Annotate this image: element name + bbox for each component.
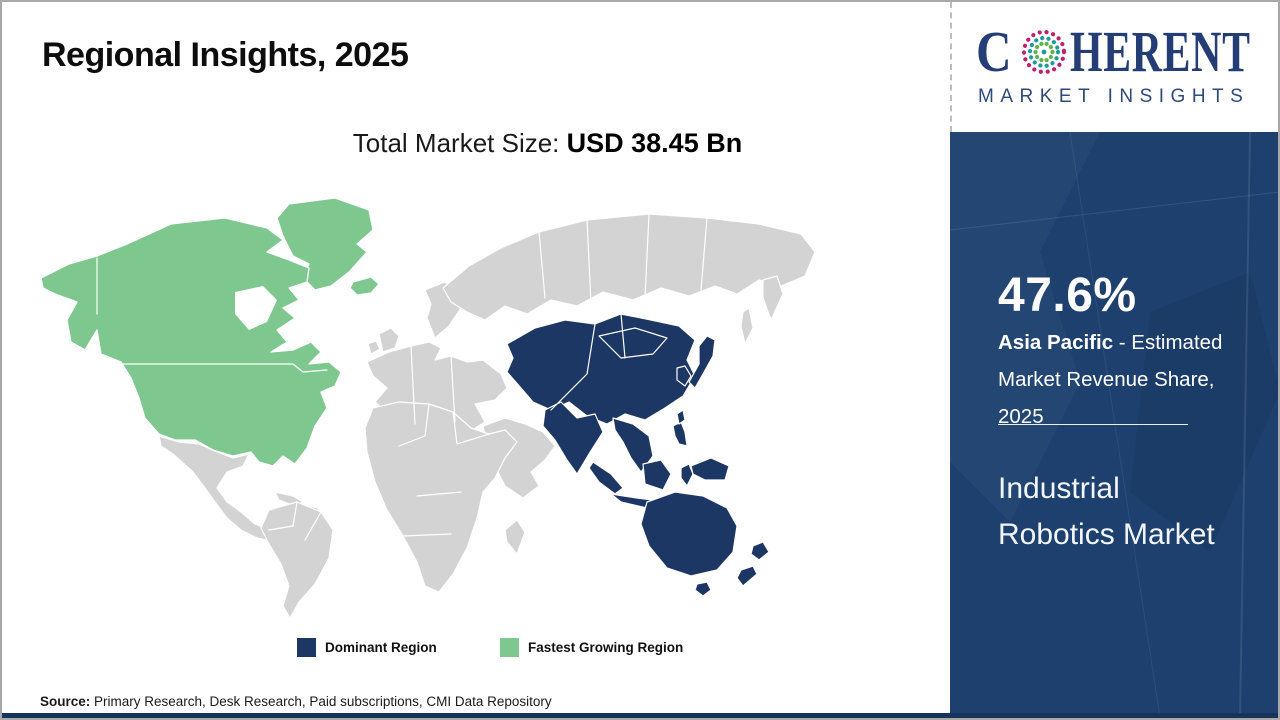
legend-item-dominant: Dominant Region [297, 638, 437, 657]
market-name: Industrial Robotics Market [998, 472, 1215, 551]
stats-sidebar: 47.6% Asia Pacific - Estimated Market Re… [950, 132, 1278, 717]
legend-label-dominant: Dominant Region [325, 640, 437, 655]
source-label: Source: [40, 694, 91, 709]
region-asia-pacific [506, 313, 770, 597]
total-market-size: Total Market Size: USD 38.45 Bn [2, 128, 948, 159]
brand-logo: C HERENT MARKET INSIGHTS [954, 2, 1278, 132]
legend-label-fastest-growing: Fastest Growing Region [528, 640, 684, 655]
market-share-desc-text: - Estimated Market Revenue Share, 2025 [998, 331, 1223, 428]
brand-wordmark: C HERENT [976, 19, 1278, 84]
market-share-region: Asia Pacific [998, 331, 1114, 354]
dashed-divider [950, 2, 952, 132]
legend-swatch-dominant [297, 638, 316, 657]
bottom-accent-bar [2, 713, 1278, 718]
brand-letter-c: C [976, 19, 1012, 84]
legend-item-fastest-growing: Fastest Growing Region [500, 638, 683, 657]
market-share-value: 47.6% [998, 269, 1137, 322]
total-market-size-label: Total Market Size: [352, 128, 567, 158]
brand-tagline: MARKET INSIGHTS [978, 86, 1250, 107]
brand-letters-rest: HERENT [1069, 19, 1251, 84]
globe-dots-icon [1021, 29, 1066, 75]
legend-swatch-fastest-growing [500, 638, 519, 657]
source-text: Primary Research, Desk Research, Paid su… [90, 694, 552, 709]
market-share-description: Asia Pacific - Estimated Market Revenue … [998, 324, 1236, 435]
world-map [37, 194, 817, 624]
region-other [158, 213, 816, 619]
total-market-size-value: USD 38.45 Bn [566, 128, 743, 158]
page-title: Regional Insights, 2025 [42, 36, 409, 74]
sidebar-divider [998, 424, 1188, 425]
source-line: Source: Primary Research, Desk Research,… [40, 694, 552, 709]
region-north-america [40, 197, 380, 467]
world-map-svg [40, 197, 816, 619]
